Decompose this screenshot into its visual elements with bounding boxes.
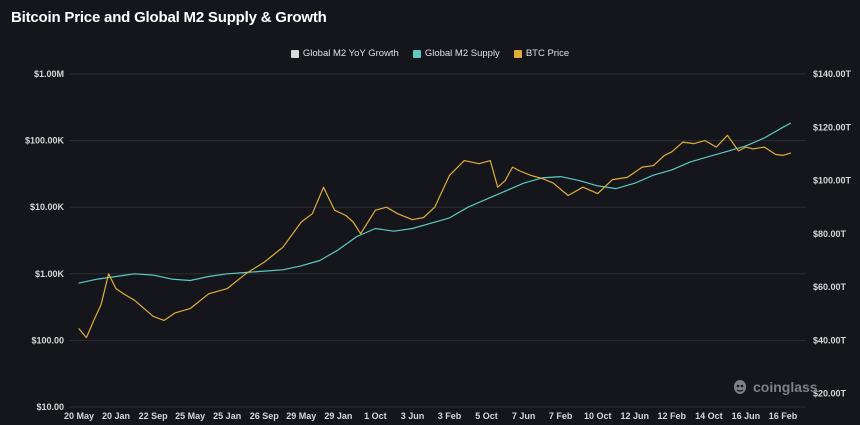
coinglass-logo-icon [734,380,746,394]
watermark-text: coinglass [753,379,818,395]
x-tick-label: 7 Jun [512,411,536,421]
y-left-tick-label: $100.00 [31,335,64,345]
y-right-tick-label: $60.00T [813,282,847,292]
chart-legend: Global M2 YoY Growth Global M2 Supply BT… [0,48,860,59]
chart-title: Bitcoin Price and Global M2 Supply & Gro… [11,9,327,26]
y-right-tick-label: $40.00T [813,335,847,345]
legend-label-m2-yoy-growth: Global M2 YoY Growth [302,48,399,59]
y-right-tick-label: $100.00T [813,176,852,186]
x-tick-label: 22 Sep [139,411,169,421]
y-right-tick-label: $20.00T [813,389,847,399]
coinglass-watermark: coinglass [731,378,818,396]
x-tick-label: 29 Jan [324,411,352,421]
x-tick-label: 10 Oct [584,411,612,421]
x-tick-label: 12 Feb [658,411,687,421]
legend-item-btc-price[interactable]: BTC Price [513,48,570,59]
x-tick-label: 20 May [64,411,94,421]
y-left-tick-label: $100.00K [25,136,65,146]
series-line-btc-price [78,134,792,339]
series-line-global-m2-supply [78,122,792,284]
x-tick-label: 25 May [175,411,205,421]
y-left-tick-label: $1.00M [34,69,64,79]
x-tick-label: 7 Feb [549,411,573,421]
x-tick-label: 3 Jun [401,411,425,421]
legend-swatch-m2-yoy-growth [290,49,299,58]
legend-item-m2-yoy-growth[interactable]: Global M2 YoY Growth [290,48,399,59]
x-tick-label: 1 Oct [364,411,387,421]
legend-swatch-btc-price [513,49,522,58]
x-tick-label: 26 Sep [250,411,280,421]
legend-item-m2-supply[interactable]: Global M2 Supply [412,48,500,59]
x-tick-label: 29 May [286,411,316,421]
x-tick-label: 5 Oct [475,411,498,421]
y-left-tick-label: $10.00K [30,202,65,212]
y-left-tick-label: $10.00 [36,402,64,412]
x-tick-label: 12 Jun [620,411,649,421]
legend-swatch-m2-supply [412,49,421,58]
x-tick-label: 3 Feb [438,411,462,421]
x-tick-label: 16 Feb [769,411,798,421]
y-right-tick-label: $80.00T [813,229,847,239]
x-tick-label: 14 Oct [695,411,723,421]
legend-label-m2-supply: Global M2 Supply [424,48,500,59]
x-tick-label: 25 Jan [213,411,241,421]
y-right-tick-label: $140.00T [813,69,852,79]
legend-label-btc-price: BTC Price [525,48,570,59]
x-tick-label: 16 Jun [732,411,761,421]
x-tick-label: 20 Jan [102,411,130,421]
y-left-tick-label: $1.00K [35,269,65,279]
y-right-tick-label: $120.00T [813,122,852,132]
